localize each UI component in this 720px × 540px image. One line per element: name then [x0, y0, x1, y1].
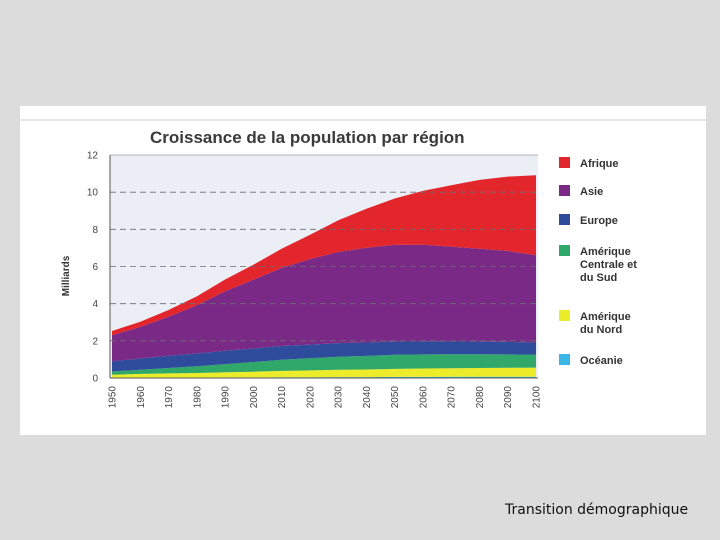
y-tick-4: 4	[92, 299, 98, 310]
legend-label-amerique-du-nord: Amérique du Nord	[580, 311, 631, 336]
y-tick-labels: 0 2 4 6 8 10 12	[87, 151, 99, 385]
chart-card: Croissance de la population par région 0…	[20, 106, 706, 435]
x-tick-2020: 2020	[305, 386, 316, 409]
x-tick-2030: 2030	[334, 386, 345, 409]
x-tick-2060: 2060	[418, 386, 429, 409]
y-tick-12: 12	[87, 151, 99, 162]
legend-label-europe: Europe	[580, 215, 618, 227]
x-tick-1950: 1950	[108, 386, 119, 409]
legend-swatch-amerique-centrale-et-du-sud	[559, 245, 570, 256]
x-tick-2010: 2010	[277, 386, 288, 409]
area-afrique	[112, 175, 536, 336]
y-tick-0: 0	[92, 374, 98, 385]
x-tick-2090: 2090	[503, 386, 514, 409]
x-tick-2070: 2070	[447, 386, 458, 409]
y-tick-8: 8	[92, 225, 98, 236]
x-tick-1960: 1960	[136, 386, 147, 409]
legend-label-afrique: Afrique	[580, 158, 619, 170]
gridlines	[110, 154, 538, 342]
legend-label-amerique-centrale-et-du-sud: Amérique Centrale et du Sud	[580, 246, 637, 284]
x-tick-labels: 1950 1960 1970 1980 1990 2000 2010 2020 2030 2040…	[108, 386, 543, 409]
x-tick-2080: 2080	[475, 386, 486, 409]
x-tick-1980: 1980	[192, 386, 203, 409]
x-tick-2050: 2050	[390, 386, 401, 409]
x-tick-1970: 1970	[164, 386, 175, 409]
population-chart: Croissance de la population par région 0…	[20, 119, 706, 409]
x-tick-2100: 2100	[532, 386, 543, 409]
y-tick-6: 6	[92, 262, 98, 273]
legend-swatch-europe	[559, 214, 570, 225]
legend-swatch-afrique	[559, 157, 570, 168]
y-tick-2: 2	[92, 336, 98, 347]
legend-label-asie: Asie	[580, 186, 603, 198]
legend-swatch-oceanie	[559, 354, 570, 365]
y-tick-10: 10	[87, 188, 99, 199]
x-tick-2040: 2040	[362, 386, 373, 409]
x-tick-1990: 1990	[221, 386, 232, 409]
chart-title: Croissance de la population par région	[150, 128, 465, 147]
legend: Afrique Asie Europe Amérique Centrale et du S…	[559, 157, 637, 367]
area-europe	[112, 341, 536, 372]
legend-label-oceanie: Océanie	[580, 355, 623, 367]
footer-caption: Transition démographique	[505, 502, 689, 518]
area-amerique-du-nord	[112, 367, 536, 378]
x-tick-2000: 2000	[249, 386, 260, 409]
legend-swatch-amerique-du-nord	[559, 310, 570, 321]
area-asie	[112, 244, 536, 362]
y-axis-label: Milliards	[61, 255, 72, 296]
area-amerique-centrale-et-du-sud	[112, 354, 536, 375]
legend-swatch-asie	[559, 185, 570, 196]
